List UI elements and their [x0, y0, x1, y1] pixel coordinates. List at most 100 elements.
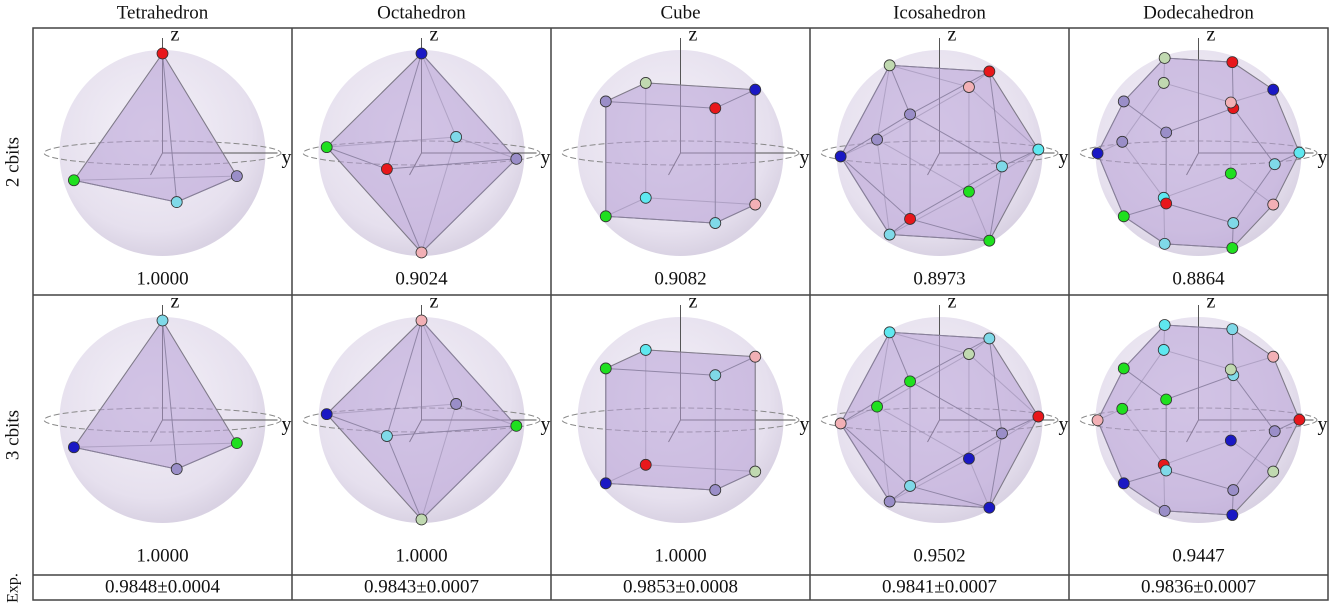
vertex-marker: [750, 84, 761, 95]
row-label: 3 cbits: [2, 410, 23, 460]
polyhedron-sphere: zy0.9502: [821, 291, 1068, 567]
vertex-marker: [1227, 57, 1238, 68]
vertex-marker: [984, 66, 995, 77]
vertex-marker: [640, 459, 651, 470]
vertex-marker: [884, 229, 895, 240]
vertex-marker: [381, 431, 392, 442]
vertex-marker: [511, 420, 522, 431]
vertex-marker: [963, 453, 974, 464]
axis-label: z: [1207, 291, 1216, 313]
vertex-marker: [1158, 344, 1169, 355]
vertex-marker: [1269, 426, 1280, 437]
axis-label: z: [171, 24, 180, 46]
exp-value: 0.9853±0.0008: [623, 576, 738, 597]
vertex-marker: [1228, 218, 1239, 229]
column-header: Dodecahedron: [1143, 2, 1254, 23]
polyhedron-sphere: z y 0.8864: [1080, 24, 1327, 290]
vertex-marker: [640, 344, 651, 355]
vertex-marker: [381, 164, 392, 175]
vertex-marker: [905, 480, 916, 491]
column-header: Tetrahedron: [117, 2, 209, 23]
axis-label: y: [800, 414, 810, 436]
polyhedron-sphere: zy0.8973: [821, 24, 1068, 290]
vertex-marker: [171, 197, 182, 208]
vertex-marker: [1159, 505, 1170, 516]
fidelity-value: 0.8864: [1172, 268, 1225, 289]
vertex-marker: [905, 376, 916, 387]
polyhedron-sphere: z y 1.0000: [44, 24, 291, 290]
vertex-marker: [600, 211, 611, 222]
page: zy1.0000zy1.0000zy0.9024zy1.0000zy0.9082…: [0, 0, 1330, 610]
vertex-marker: [963, 186, 974, 197]
row-label: 2 cbits: [2, 137, 23, 187]
vertex-marker: [68, 175, 79, 186]
axis-label: y: [541, 414, 551, 436]
vertex-marker: [1225, 364, 1236, 375]
vertex-marker: [1118, 363, 1129, 374]
axis-label: z: [689, 24, 698, 46]
vertex-marker: [750, 351, 761, 362]
vertex-marker: [996, 428, 1007, 439]
vertex-marker: [600, 478, 611, 489]
axis-label: y: [282, 147, 292, 169]
vertex-marker: [1118, 211, 1129, 222]
vertex-marker: [157, 48, 168, 59]
vertex-marker: [171, 464, 182, 475]
vertex-marker: [963, 349, 974, 360]
polyhedron-sphere: z y 1.0000: [303, 291, 550, 567]
vertex-marker: [1161, 394, 1172, 405]
vertex-marker: [835, 151, 846, 162]
polyhedron-sphere: z y 0.9082: [562, 24, 809, 290]
axis-label: y: [800, 147, 810, 169]
vertex-marker: [1033, 144, 1044, 155]
vertex-marker: [1294, 414, 1305, 425]
vertex-marker: [984, 502, 995, 513]
vertex-marker: [1228, 485, 1239, 496]
exp-value: 0.9848±0.0004: [105, 576, 220, 597]
vertex-marker: [1268, 351, 1279, 362]
fidelity-value: 1.0000: [136, 268, 188, 289]
row-label: Exp.: [5, 573, 22, 603]
fidelity-value: 0.9447: [1172, 545, 1224, 566]
fidelity-value: 0.9082: [654, 268, 706, 289]
polyhedron: [606, 83, 755, 223]
vertex-marker: [1225, 435, 1236, 446]
vertex-marker: [231, 171, 242, 182]
vertex-marker: [710, 370, 721, 381]
vertex-marker: [1159, 319, 1170, 330]
axis-label: y: [282, 414, 292, 436]
axis-label: z: [171, 291, 180, 313]
vertex-marker: [710, 103, 721, 114]
vertex-marker: [1118, 96, 1129, 107]
vertex-marker: [1117, 136, 1128, 147]
vertex-marker: [1227, 324, 1238, 335]
vertex-marker: [600, 96, 611, 107]
axis-label: y: [1059, 414, 1069, 436]
exp-value: 0.9841±0.0007: [882, 576, 997, 597]
column-header: Cube: [660, 2, 700, 23]
vertex-marker: [1268, 84, 1279, 95]
vertex-marker: [996, 161, 1007, 172]
vertex-marker: [640, 77, 651, 88]
column-header: Octahedron: [377, 2, 466, 23]
polyhedron-sphere: zy0.9447: [1080, 291, 1327, 567]
vertex-marker: [1225, 168, 1236, 179]
vertex-marker: [1294, 147, 1305, 158]
vertex-marker: [884, 60, 895, 71]
vertex-marker: [1268, 199, 1279, 210]
vertex-marker: [1161, 198, 1172, 209]
axis-label: y: [1318, 147, 1328, 169]
vertex-marker: [600, 363, 611, 374]
vertex-marker: [321, 409, 332, 420]
fidelity-value: 1.0000: [395, 545, 447, 566]
axis-label: z: [1207, 24, 1216, 46]
vertex-marker: [1227, 510, 1238, 521]
polyhedron: [606, 350, 755, 490]
exp-value: 0.9843±0.0007: [364, 576, 479, 597]
axis-label: z: [430, 291, 439, 313]
axis-label: y: [541, 147, 551, 169]
vertex-marker: [1227, 243, 1238, 254]
vertex-marker: [1118, 478, 1129, 489]
fidelity-value: 1.0000: [654, 545, 706, 566]
vertex-marker: [451, 131, 462, 142]
